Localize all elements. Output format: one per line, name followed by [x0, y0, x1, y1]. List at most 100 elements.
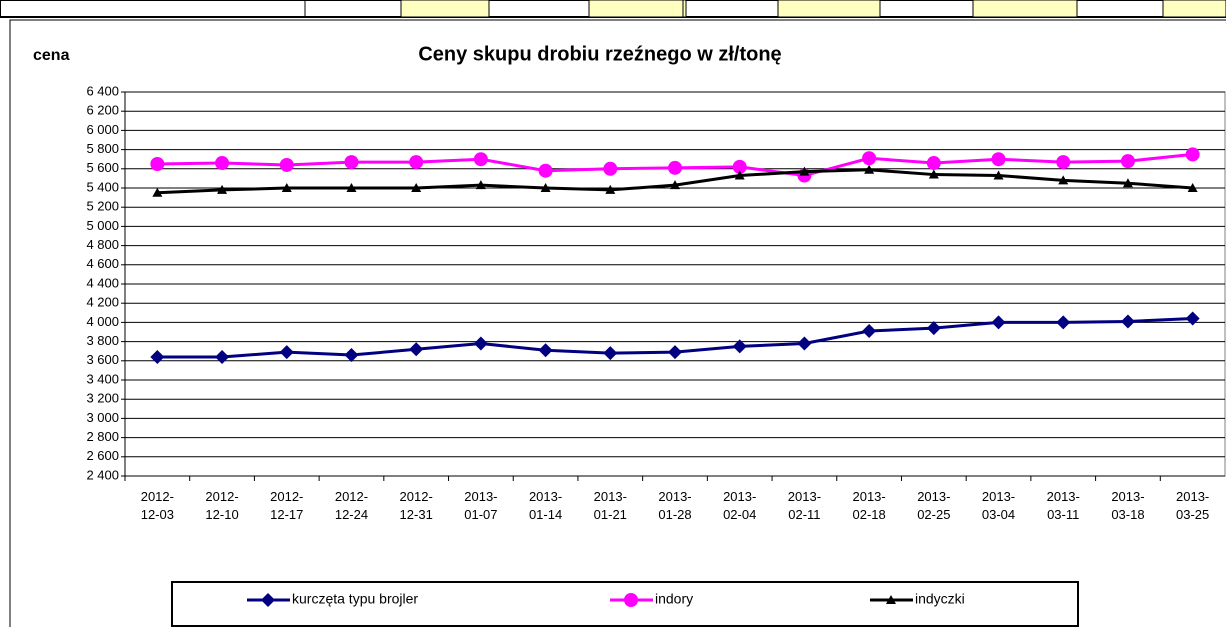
marker: [150, 157, 165, 171]
x-tick-label: 2013- 01-21: [593, 489, 627, 522]
marker: [538, 163, 553, 178]
marker: [993, 170, 1004, 180]
marker: [799, 166, 810, 176]
marker: [670, 180, 680, 190]
marker: [1120, 154, 1135, 169]
x-tick-label: 2013- 02-25: [917, 489, 951, 522]
x-tick-label: 2012- 12-10: [205, 489, 239, 522]
marker: [261, 593, 275, 607]
y-tick-label: 5 800: [86, 141, 119, 156]
marker: [862, 151, 877, 166]
x-tick-label: 2013- 01-28: [658, 489, 692, 522]
marker: [217, 184, 228, 194]
y-tick-label: 4 600: [86, 256, 119, 271]
marker: [344, 155, 359, 170]
y-tick-label: 4 400: [86, 275, 119, 290]
marker: [150, 349, 165, 364]
legend-label: indyczki: [915, 591, 965, 607]
marker: [215, 349, 230, 364]
x-tick-label: 2013- 02-18: [852, 489, 886, 522]
marker: [624, 593, 638, 607]
x-tick-label: 2012- 12-31: [399, 489, 433, 522]
x-tick-label: 2013- 03-25: [1176, 489, 1210, 522]
legend-label: kurczęta typu brojler: [292, 591, 418, 607]
marker: [409, 155, 424, 170]
marker: [926, 156, 941, 171]
marker: [668, 345, 682, 360]
marker: [862, 324, 877, 339]
y-tick-label: 4 800: [86, 237, 119, 252]
marker: [991, 152, 1006, 167]
legend: [171, 581, 1079, 627]
y-tick-label: 4 000: [86, 314, 119, 329]
marker: [281, 183, 292, 192]
y-tick-label: 3 600: [86, 352, 119, 367]
marker: [991, 315, 1006, 330]
marker: [1187, 183, 1198, 192]
x-tick-label: 2013- 01-07: [464, 489, 498, 522]
marker: [1056, 155, 1071, 170]
legend-label: indory: [655, 591, 693, 607]
y-axis-label: cena: [33, 47, 70, 64]
x-tick-label: 2012- 12-24: [334, 489, 369, 522]
marker: [346, 183, 357, 192]
y-tick-label: 4 200: [86, 295, 119, 310]
marker: [926, 321, 941, 336]
x-tick-label: 2013- 02-11: [787, 489, 822, 522]
x-tick-label: 2013- 01-14: [528, 489, 563, 522]
marker: [1058, 175, 1069, 185]
marker: [886, 595, 896, 604]
x-tick-label: 2012- 12-17: [270, 489, 304, 522]
marker: [538, 343, 553, 358]
marker: [732, 159, 747, 174]
marker: [411, 183, 422, 192]
y-tick-label: 5 400: [86, 179, 119, 194]
x-tick-label: 2013- 02-04: [723, 489, 757, 522]
top-strip: [0, 0, 1226, 18]
y-tick-label: 5 000: [86, 218, 119, 233]
marker: [1185, 311, 1200, 326]
marker: [279, 345, 294, 360]
x-tick-label: 2013- 03-18: [1111, 489, 1145, 522]
y-tick-label: 5 600: [86, 160, 119, 175]
marker: [605, 184, 616, 194]
marker: [734, 170, 745, 180]
marker: [668, 160, 682, 175]
y-tick-label: 3 000: [86, 410, 119, 425]
y-tick-label: 3 800: [86, 333, 119, 348]
y-tick-label: 6 200: [86, 103, 119, 118]
y-tick-label: 3 200: [86, 391, 119, 406]
marker: [732, 339, 747, 354]
marker: [475, 180, 486, 190]
x-tick-label: 2012- 12-03: [140, 489, 174, 522]
y-tick-label: 5 200: [86, 199, 119, 214]
marker: [864, 164, 875, 174]
x-tick-label: 2013- 03-11: [1046, 489, 1080, 522]
marker: [1120, 314, 1135, 329]
marker: [540, 183, 551, 192]
marker: [152, 187, 163, 197]
x-tick-label: 2013- 03-04: [981, 489, 1016, 522]
chart-title: Ceny skupu drobiu rzeźnego w zł/tonę: [418, 43, 781, 65]
marker: [473, 152, 488, 167]
marker: [473, 336, 488, 351]
marker: [215, 156, 230, 171]
marker: [603, 161, 618, 176]
marker: [603, 346, 618, 361]
marker: [1185, 147, 1200, 162]
y-tick-label: 6 400: [86, 83, 119, 98]
y-tick-label: 6 000: [86, 122, 119, 137]
y-tick-label: 2 400: [86, 467, 119, 482]
marker: [928, 169, 939, 179]
y-tick-label: 2 600: [86, 448, 119, 463]
y-tick-label: 3 400: [86, 371, 119, 386]
marker: [1122, 178, 1133, 188]
marker: [409, 342, 424, 357]
marker: [1056, 315, 1071, 330]
marker: [344, 348, 359, 363]
marker: [797, 336, 812, 351]
marker: [279, 157, 294, 172]
y-tick-label: 2 800: [86, 429, 119, 444]
